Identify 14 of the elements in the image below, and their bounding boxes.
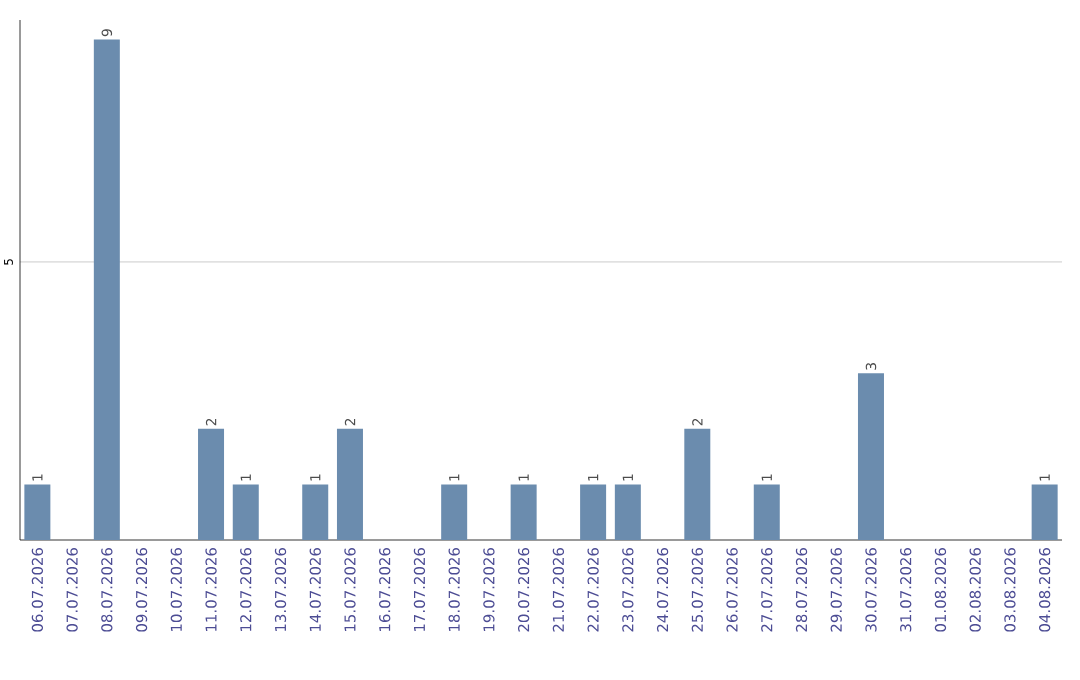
bar bbox=[24, 484, 51, 540]
bar bbox=[1031, 484, 1058, 540]
bar bbox=[684, 428, 711, 540]
bar bbox=[336, 428, 363, 540]
bar bbox=[580, 484, 607, 540]
bar bbox=[614, 484, 641, 540]
bar bbox=[441, 484, 468, 540]
bar bbox=[198, 428, 225, 540]
bar bbox=[302, 484, 329, 540]
bar bbox=[232, 484, 259, 540]
bar bbox=[857, 373, 884, 540]
bar bbox=[510, 484, 537, 540]
bar bbox=[753, 484, 780, 540]
bar bbox=[93, 39, 120, 540]
